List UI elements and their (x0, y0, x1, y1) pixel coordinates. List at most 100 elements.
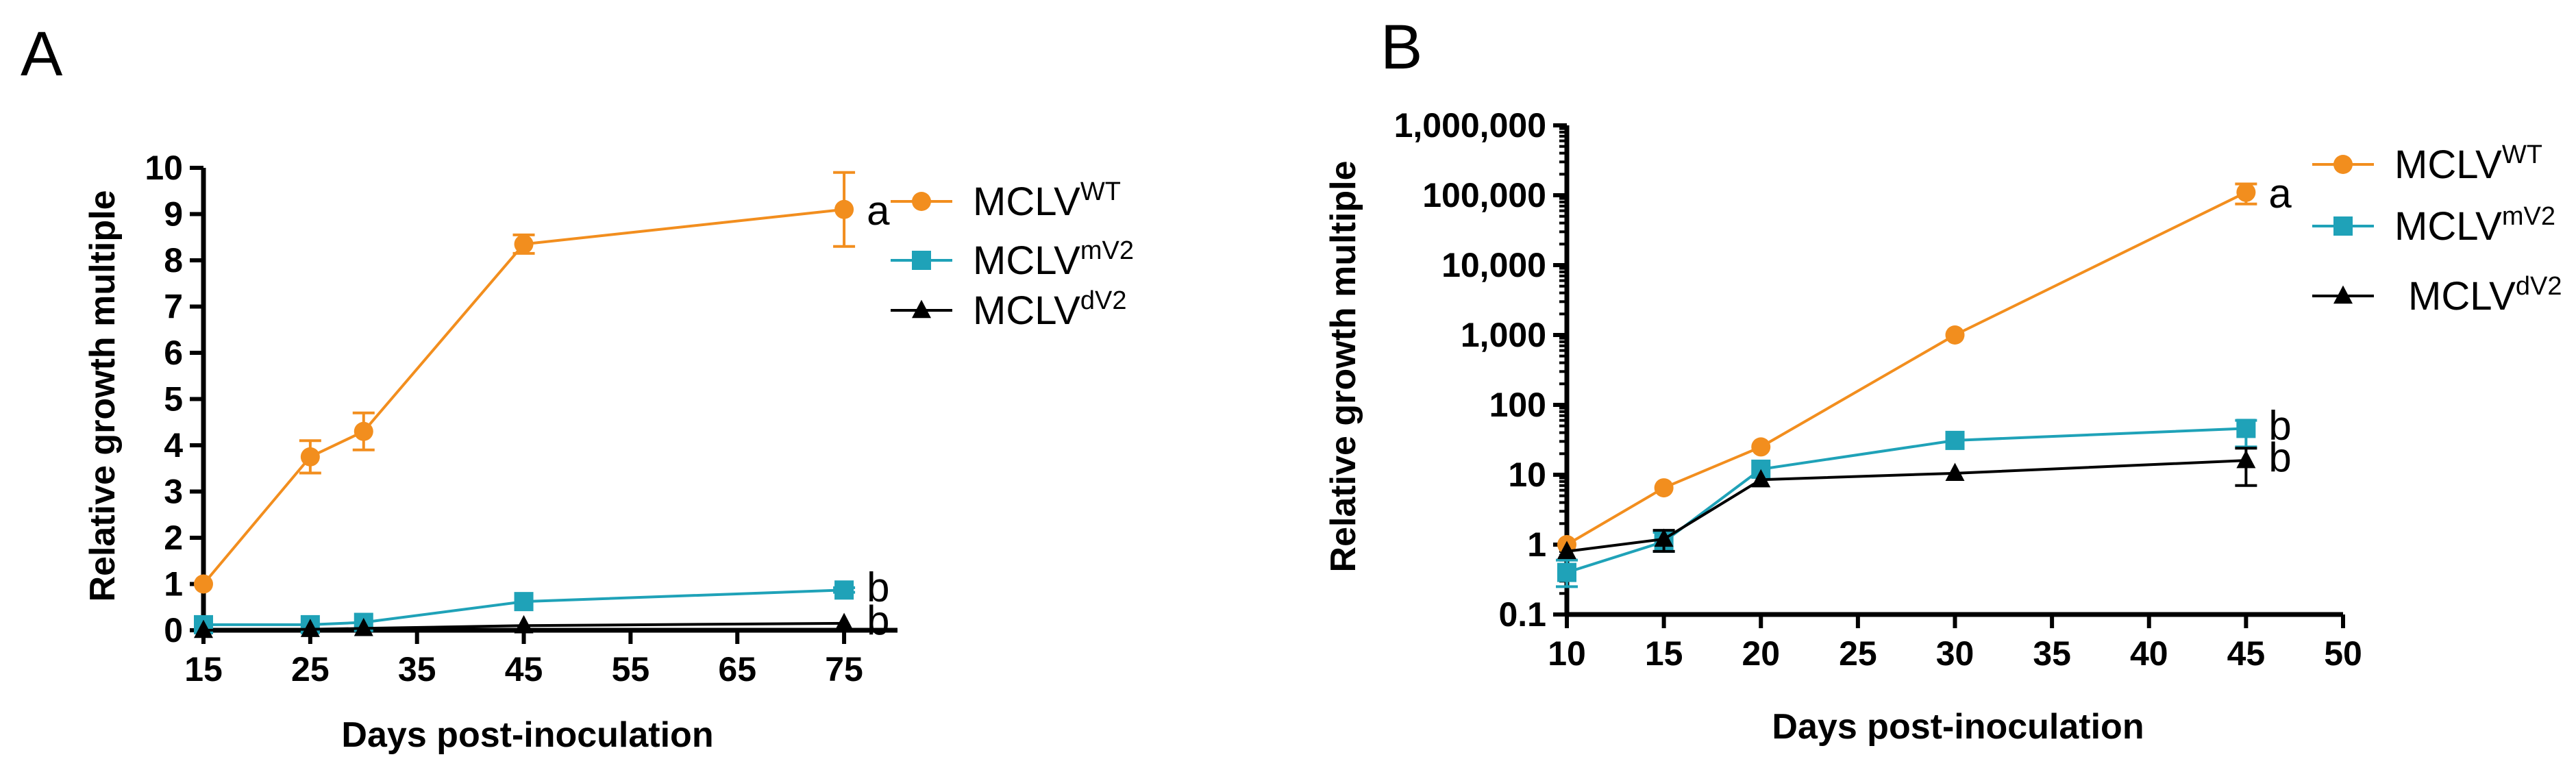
b-y-tick-label: 1 (1527, 525, 1546, 564)
a-y-tick-label: 5 (164, 380, 183, 419)
b-significance-label: a (2268, 171, 2292, 216)
a-x-tick-label: 25 (291, 650, 330, 688)
legend-name: MCLV (2394, 142, 2502, 187)
a-y-tick-label: 4 (164, 426, 183, 464)
panel-b-letter: B (1380, 12, 1422, 82)
b-data-point (1751, 437, 1771, 457)
a-series-dv2: b (194, 597, 889, 643)
a-legend-label: MCLVmV2 (973, 236, 1134, 283)
a-y-tick-label: 2 (164, 519, 183, 557)
a-data-point (834, 580, 854, 600)
a-data-point (514, 234, 534, 254)
panel-b-y-axis-title: Relative growth multiple (1324, 161, 1363, 573)
b-x-tick-label: 20 (1742, 634, 1780, 673)
a-data-point (834, 612, 854, 632)
b-significance-label: b (2268, 434, 2291, 480)
a-y-tick-label: 10 (145, 149, 183, 187)
a-data-point (194, 574, 213, 594)
legend-superscript: mV2 (1080, 236, 1134, 265)
chart-panel-b: 10 15 20 25 30 35 40 45 50 0.1 1 10 100 1,000 10,000 10… (1324, 106, 2562, 747)
b-series-dv2: b (1557, 434, 2292, 560)
a-legend-label: MCLVdV2 (973, 286, 1126, 333)
legend-name: MCLV (2394, 204, 2502, 249)
legend-name: MCLV (2408, 274, 2516, 319)
legend-name: MCLV (973, 179, 1080, 224)
a-x-tick-label: 55 (612, 650, 650, 688)
panel-b-x-axis-title: Days post-inoculation (1772, 707, 2144, 747)
a-y-tick-label: 0 (164, 611, 183, 649)
a-y-tick-label: 8 (164, 241, 183, 280)
b-legend-marker (2333, 155, 2353, 174)
b-y-tick-label: 0.1 (1498, 595, 1546, 634)
b-y-tick-label: 10 (1508, 456, 1546, 494)
b-x-tick-label: 30 (1936, 634, 1974, 673)
b-y-tick-label: 100 (1489, 386, 1546, 424)
a-data-point (514, 592, 534, 612)
a-data-point (354, 421, 373, 441)
panel-b-axes: 10 15 20 25 30 35 40 45 50 0.1 1 10 100 1,000 10,000 10… (1394, 106, 2362, 673)
b-data-point (1654, 478, 1674, 498)
a-legend-marker (912, 251, 931, 270)
b-x-tick-label: 25 (1839, 634, 1877, 673)
legend-superscript: mV2 (2502, 202, 2555, 231)
a-legend-marker (912, 299, 931, 319)
b-data-point (1945, 430, 1965, 450)
b-legend-label: MCLVdV2 (2408, 272, 2562, 319)
b-legend-marker (2333, 285, 2353, 304)
b-y-tick-label: 100,000 (1422, 176, 1546, 214)
a-data-point (194, 619, 213, 638)
a-legend-marker (912, 192, 931, 211)
a-x-tick-label: 35 (398, 650, 436, 688)
panel-a-letter: A (21, 19, 63, 89)
b-data-point (1557, 562, 1576, 582)
b-data-point (1751, 469, 1771, 488)
b-data-point (2236, 419, 2256, 438)
b-data-point (1557, 541, 1576, 560)
a-data-point (354, 617, 373, 636)
b-x-tick-label: 40 (2130, 634, 2168, 673)
b-legend-label: MCLVWT (2394, 140, 2542, 187)
b-data-point (1654, 528, 1674, 547)
b-x-tick-label: 15 (1645, 634, 1683, 673)
a-x-tick-label: 75 (825, 650, 863, 688)
legend-name: MCLV (973, 288, 1080, 333)
panel-a-series: a bb (194, 171, 890, 643)
a-series-line (202, 208, 845, 585)
legend-superscript: WT (1080, 177, 1121, 206)
a-significance-label: a (867, 188, 890, 234)
b-data-point (2236, 449, 2256, 469)
a-x-tick-label: 15 (184, 650, 223, 688)
b-x-tick-label: 50 (2324, 634, 2362, 673)
a-x-tick-label: 65 (718, 650, 756, 688)
a-x-tick-label: 45 (505, 650, 543, 688)
legend-superscript: WT (2502, 140, 2542, 169)
legend-name: MCLV (973, 238, 1080, 283)
a-legend-label: MCLVWT (973, 177, 1121, 224)
b-data-point (2236, 182, 2256, 202)
a-y-tick-label: 1 (164, 565, 183, 604)
b-x-tick-label: 35 (2033, 634, 2071, 673)
b-data-point (1945, 462, 1965, 482)
a-data-point (300, 447, 320, 467)
b-x-tick-label: 45 (2227, 634, 2266, 673)
b-data-point (1945, 325, 1965, 345)
legend-superscript: dV2 (1080, 286, 1127, 315)
b-y-tick-label: 1,000 (1461, 316, 1546, 354)
a-data-point (300, 619, 320, 637)
b-y-tick-label: 1,000,000 (1394, 106, 1546, 145)
a-series-wt: a (194, 171, 890, 594)
b-significance-label: b (2268, 402, 2291, 448)
b-y-tick-label: 10,000 (1441, 246, 1546, 284)
panel-a-y-axis-title: Relative growth multiple (83, 190, 123, 602)
b-series-wt: a (1557, 171, 2292, 554)
b-legend-label: MCLVmV2 (2394, 202, 2555, 249)
a-y-tick-label: 9 (164, 195, 183, 234)
a-y-tick-label: 7 (164, 288, 183, 326)
legend-superscript: dV2 (2516, 272, 2562, 301)
a-data-point (514, 614, 534, 634)
